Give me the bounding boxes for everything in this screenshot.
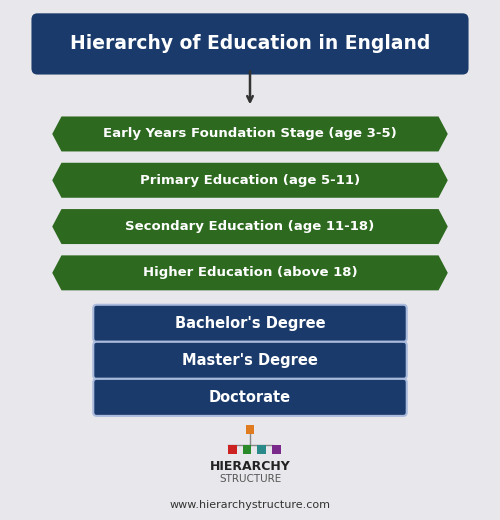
Text: Doctorate: Doctorate bbox=[209, 390, 291, 405]
Polygon shape bbox=[52, 209, 448, 244]
Text: Master's Degree: Master's Degree bbox=[182, 353, 318, 368]
Text: www.hierarchystructure.com: www.hierarchystructure.com bbox=[170, 500, 330, 510]
Text: Bachelor's Degree: Bachelor's Degree bbox=[174, 316, 326, 331]
Bar bbox=[228, 445, 236, 454]
Bar bbox=[258, 445, 266, 454]
FancyBboxPatch shape bbox=[94, 305, 406, 342]
FancyBboxPatch shape bbox=[94, 379, 406, 416]
Text: HIERARCHY: HIERARCHY bbox=[210, 460, 290, 473]
Text: STRUCTURE: STRUCTURE bbox=[219, 474, 281, 484]
Text: Primary Education (age 5-11): Primary Education (age 5-11) bbox=[140, 174, 360, 187]
FancyBboxPatch shape bbox=[94, 342, 406, 379]
Polygon shape bbox=[52, 116, 448, 151]
Polygon shape bbox=[52, 163, 448, 198]
FancyBboxPatch shape bbox=[32, 14, 469, 74]
Bar bbox=[272, 445, 281, 454]
Text: Higher Education (above 18): Higher Education (above 18) bbox=[142, 266, 358, 279]
Bar bbox=[242, 445, 252, 454]
Text: Early Years Foundation Stage (age 3-5): Early Years Foundation Stage (age 3-5) bbox=[103, 127, 397, 140]
Polygon shape bbox=[52, 255, 448, 290]
Text: Hierarchy of Education in England: Hierarchy of Education in England bbox=[70, 34, 430, 54]
Text: Secondary Education (age 11-18): Secondary Education (age 11-18) bbox=[126, 220, 374, 233]
Bar bbox=[246, 425, 254, 434]
